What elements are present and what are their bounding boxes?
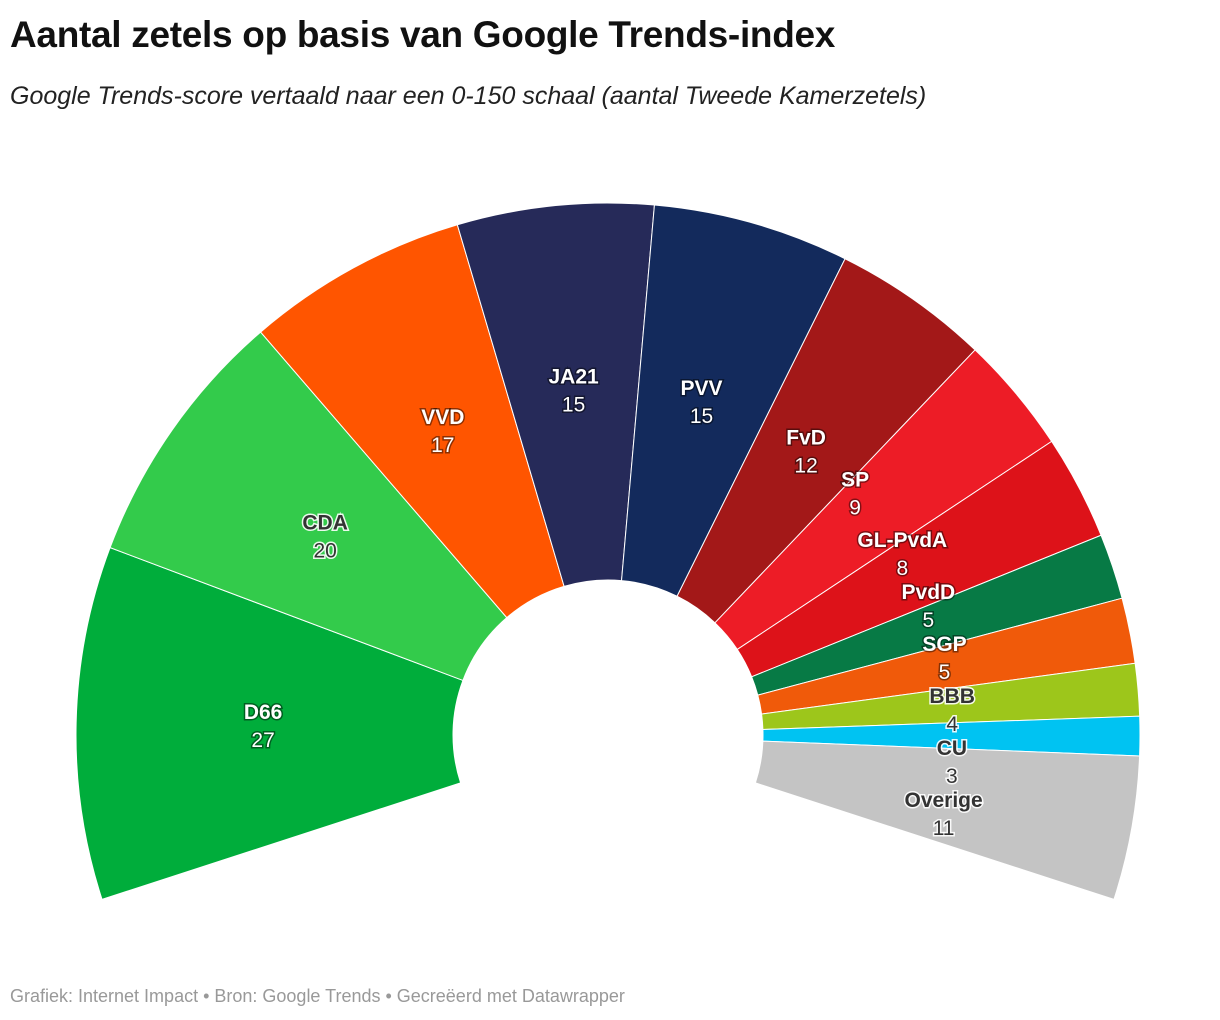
label-value-sp: 9 (849, 496, 861, 519)
label-value-gl-pvda: 8 (896, 557, 908, 580)
slice-d66 (75, 546, 464, 901)
chart-title: Aantal zetels op basis van Google Trends… (10, 14, 836, 55)
chart-footer: Grafiek: Internet Impact • Bron: Google … (10, 986, 625, 1006)
slice-vvd (259, 224, 565, 619)
label-value-vvd: 17 (431, 434, 454, 457)
label-name-sp: SP (841, 468, 869, 491)
label-value-d66: 27 (251, 729, 274, 752)
label-name-overige: Overige (904, 789, 982, 812)
label-name-bbb: BBB (929, 685, 975, 708)
label-name-d66: D66 (244, 701, 283, 724)
label-value-sgp: 5 (939, 661, 951, 684)
label-value-pvdd: 5 (923, 609, 935, 632)
label-value-bbb: 4 (946, 713, 958, 736)
label-name-gl-pvda: GL-PvdA (857, 529, 947, 552)
label-value-ja21: 15 (562, 394, 585, 417)
label-name-sgp: SGP (922, 633, 966, 656)
slices (75, 202, 1141, 901)
label-value-overige: 11 (933, 817, 955, 840)
label-value-pvv: 15 (690, 405, 713, 428)
slice-ja21 (456, 202, 655, 587)
label-value-cu: 3 (946, 765, 958, 788)
slice-cda (109, 331, 508, 682)
label-name-ja21: JA21 (549, 366, 600, 389)
label-name-pvdd: PvdD (902, 581, 956, 604)
label-value-cda: 20 (313, 539, 336, 562)
label-name-vvd: VVD (421, 406, 464, 429)
labels: D66 27 CDA 20 VVD 17 JA21 15 PVV 15 FvD 12 SP 9 GL-Pvd… (242, 364, 984, 841)
label-name-pvv: PVV (681, 377, 723, 400)
slice-pvv (620, 204, 846, 597)
label-name-fvd: FvD (786, 427, 826, 450)
label-name-cu: CU (937, 737, 967, 760)
chart-subtitle: Google Trends-score vertaald naar een 0-… (10, 82, 927, 110)
label-name-cda: CDA (302, 511, 348, 534)
label-value-fvd: 12 (794, 455, 817, 478)
slice-overige (754, 740, 1141, 901)
